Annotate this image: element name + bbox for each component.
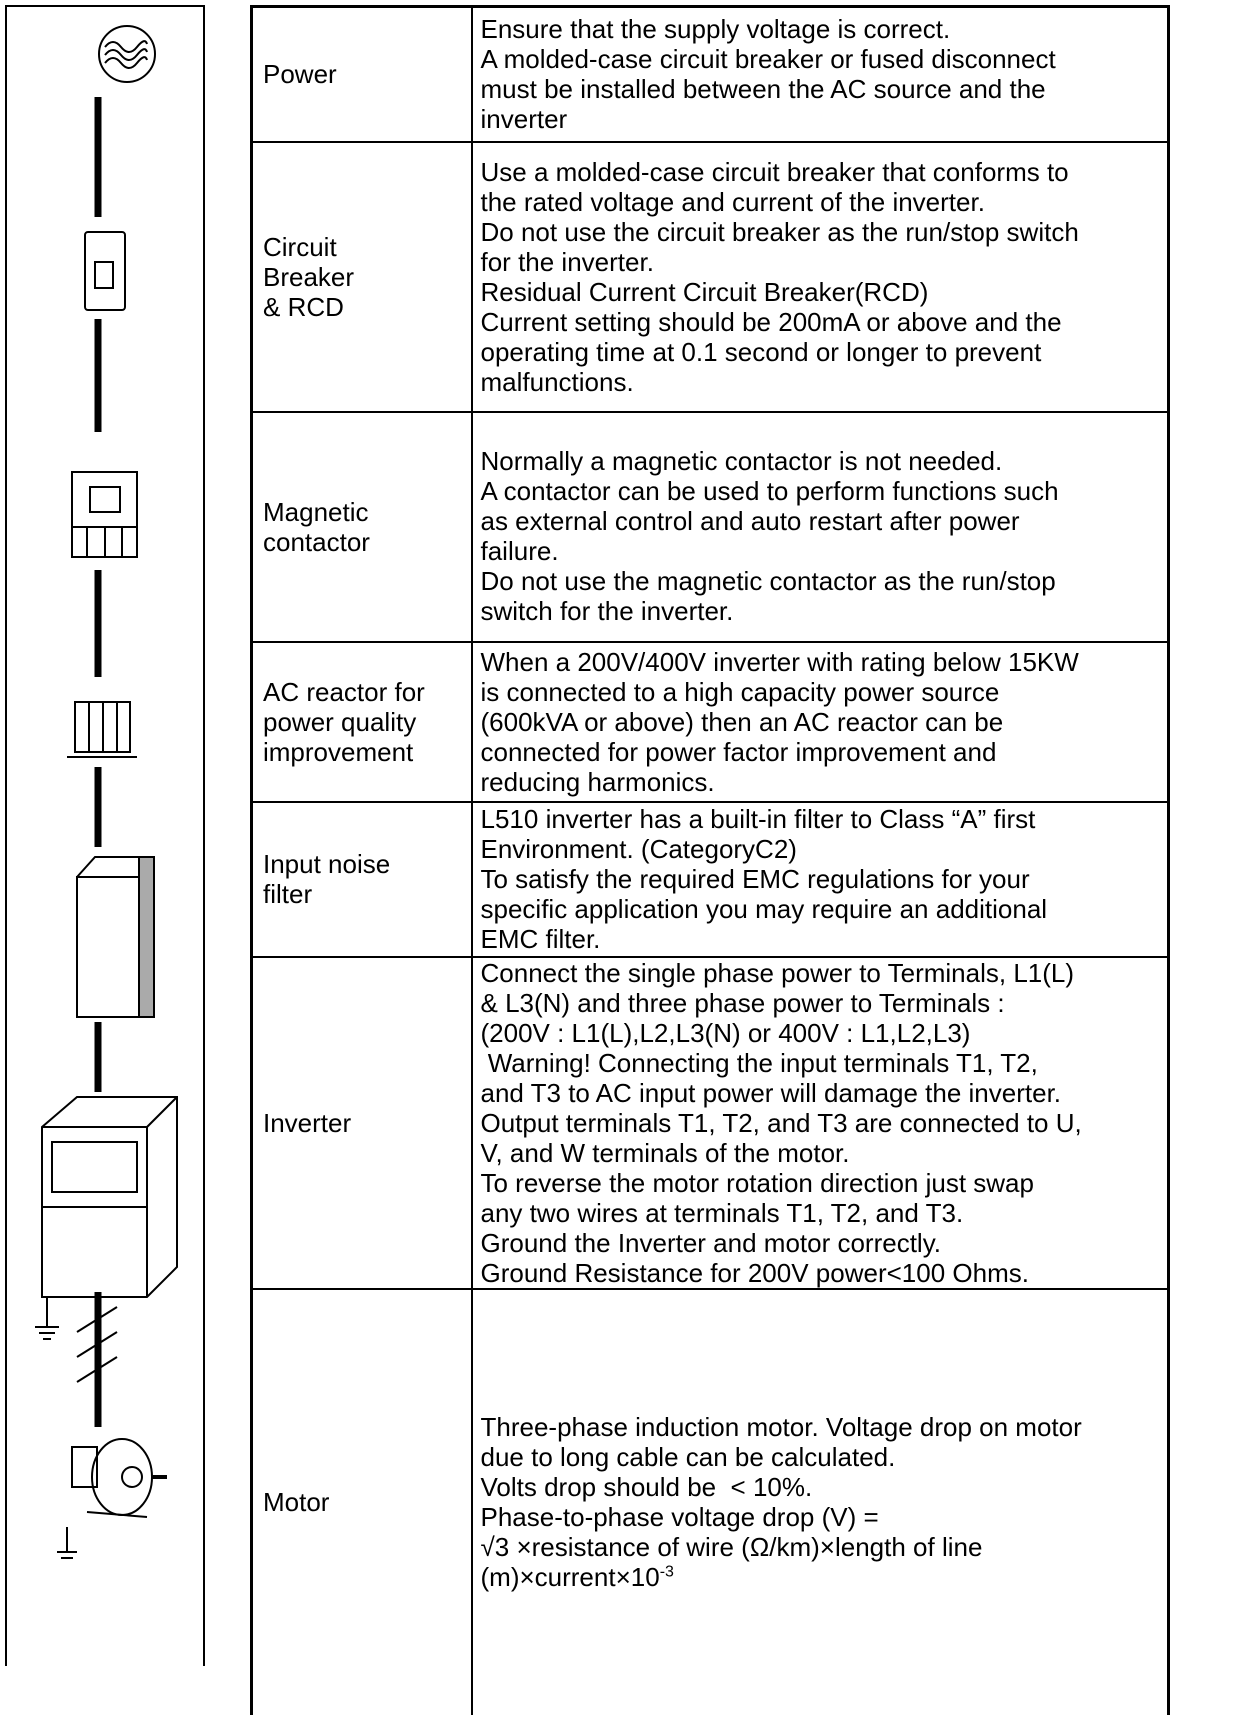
description-line: EMC filter. bbox=[480, 924, 601, 954]
item-cell: Inverter bbox=[250, 955, 473, 1290]
description-line: L510 inverter has a built-in filter to C… bbox=[480, 804, 1036, 834]
table-row: Input noise filter L510 inverter has a bui… bbox=[250, 800, 1170, 958]
description-line: must be installed between the AC source … bbox=[480, 74, 1046, 105]
description-line: failure. bbox=[480, 535, 559, 566]
reactor-icon bbox=[67, 701, 137, 758]
table-row: Circuit Breaker & RCD Use a molded-case cir… bbox=[250, 140, 1170, 413]
description-line: Warning! Connecting the input terminals … bbox=[480, 1047, 1038, 1078]
item-line: & RCD bbox=[263, 291, 344, 322]
item-line: Motor bbox=[263, 1487, 330, 1517]
ac-source-icon bbox=[98, 25, 156, 83]
breaker-icon bbox=[84, 231, 126, 311]
description-line: Do not use the magnetic contactor as the… bbox=[480, 565, 1056, 596]
description-line: reducing harmonics. bbox=[480, 766, 715, 797]
description-line: connected for power factor improvement a… bbox=[480, 736, 997, 767]
breaker-switch bbox=[94, 261, 114, 289]
three-phase-marks bbox=[76, 1306, 118, 1383]
description-cell: Three-phase induction motor. Voltage dro… bbox=[470, 1287, 1170, 1715]
item-line: Breaker bbox=[263, 261, 355, 292]
item-cell: AC reactor for power quality improvement bbox=[250, 640, 473, 803]
description-line: & L3(N) and three phase power to Termina… bbox=[480, 987, 1005, 1018]
description-line: Ground the Inverter and motor correctly. bbox=[480, 1227, 942, 1258]
exponent: -3 bbox=[659, 1563, 674, 1581]
description-line: V, and W terminals of the motor. bbox=[480, 1137, 850, 1168]
component-table: Power Ensure that the supply voltage is c… bbox=[250, 5, 1170, 1715]
description-line: and T3 to AC input power will damage the… bbox=[480, 1077, 1062, 1108]
description-line: specific application you may require an … bbox=[480, 894, 1048, 924]
table-row: Motor Three-phase induction motor. Voltag… bbox=[250, 1287, 1170, 1715]
description-line: To reverse the motor rotation direction … bbox=[480, 1167, 1034, 1198]
description-line: (200V : L1(L),L2,L3(N) or 400V : L1,L2,L… bbox=[480, 1017, 971, 1048]
item-line: Input noise bbox=[263, 849, 391, 879]
description-line: Phase-to-phase voltage drop (V) = bbox=[480, 1502, 879, 1532]
table-row: Power Ensure that the supply voltage is c… bbox=[250, 5, 1170, 143]
item-cell: Motor bbox=[250, 1287, 473, 1715]
description-line: Connect the single phase power to Termin… bbox=[480, 957, 1075, 988]
description-line: Do not use the circuit breaker as the ru… bbox=[480, 216, 1079, 247]
table-row: AC reactor for power quality improvement Wh… bbox=[250, 640, 1170, 803]
description-line: Environment. (CategoryC2) bbox=[480, 834, 797, 864]
description-cell: When a 200V/400V inverter with rating be… bbox=[470, 640, 1170, 803]
description-line: Ensure that the supply voltage is correc… bbox=[480, 14, 951, 45]
item-line: improvement bbox=[263, 736, 414, 767]
formula-text: (m)×current×10 bbox=[480, 1562, 660, 1592]
item-line: Power bbox=[263, 59, 337, 90]
ground-symbol bbox=[35, 1297, 59, 1340]
device-column bbox=[5, 5, 205, 1666]
description-line: Use a molded-case circuit breaker that c… bbox=[480, 156, 1069, 187]
page: {"table": {"rows": [ {"item": ["Power"],… bbox=[5, 5, 1170, 1715]
description-line: Residual Current Circuit Breaker(RCD) bbox=[480, 276, 929, 307]
item-line: filter bbox=[263, 879, 313, 909]
wiring-diagram bbox=[35, 25, 178, 1559]
description-line: malfunctions. bbox=[480, 366, 634, 397]
description-line: any two wires at terminals T1, T2, and T… bbox=[480, 1197, 964, 1228]
description-line: for the inverter. bbox=[480, 246, 654, 277]
description-line: To satisfy the required EMC regulations … bbox=[480, 864, 1030, 894]
item-line: AC reactor for bbox=[263, 676, 425, 707]
description-line: is connected to a high capacity power so… bbox=[480, 676, 1000, 707]
description-line: (m)×current×10-3 bbox=[481, 1562, 1164, 1592]
item-line: Inverter bbox=[263, 1107, 352, 1138]
description-line: due to long cable can be calculated. bbox=[480, 1442, 896, 1472]
description-cell: Use a molded-case circuit breaker that c… bbox=[470, 140, 1170, 413]
filter-icon bbox=[76, 856, 155, 1018]
item-cell: Magnetic contactor bbox=[250, 410, 473, 643]
description-cell: Ensure that the supply voltage is correc… bbox=[470, 5, 1170, 143]
motor-icon bbox=[57, 1438, 167, 1559]
item-line: Circuit bbox=[263, 231, 337, 262]
description-line: (600kVA or above) then an AC reactor can… bbox=[480, 706, 1004, 737]
description-line: When a 200V/400V inverter with rating be… bbox=[480, 646, 1079, 677]
table-row: Magnetic contactor Normally a magnetic con… bbox=[250, 410, 1170, 643]
description-line: Current setting should be 200mA or above… bbox=[480, 306, 1062, 337]
description-line: Three-phase induction motor. Voltage dro… bbox=[480, 1412, 1082, 1442]
item-line: Magnetic bbox=[263, 496, 369, 527]
description-line: operating time at 0.1 second or longer t… bbox=[480, 336, 1042, 367]
description-cell: Connect the single phase power to Termin… bbox=[470, 955, 1170, 1290]
description-line: √3 ×resistance of wire (Ω/km)×length of … bbox=[480, 1532, 983, 1562]
description-line: A molded-case circuit breaker or fused d… bbox=[480, 44, 1056, 75]
description-cell: Normally a magnetic contactor is not nee… bbox=[470, 410, 1170, 643]
item-cell: Power bbox=[250, 5, 473, 143]
description-line: Output terminals T1, T2, and T3 are conn… bbox=[480, 1107, 1082, 1138]
contactor-icon bbox=[71, 471, 138, 558]
item-cell: Circuit Breaker & RCD bbox=[250, 140, 473, 413]
item-line: contactor bbox=[263, 526, 370, 557]
table-row: Inverter Connect the single phase power t… bbox=[250, 955, 1170, 1290]
item-line: power quality bbox=[263, 706, 417, 737]
inverter-icon bbox=[41, 1096, 178, 1298]
description-line: as external control and auto restart aft… bbox=[480, 505, 1020, 536]
item-cell: Input noise filter bbox=[250, 800, 473, 958]
description-line: switch for the inverter. bbox=[480, 595, 734, 626]
description-cell: L510 inverter has a built-in filter to C… bbox=[470, 800, 1170, 958]
description-line: Ground Resistance for 200V power<100 Ohm… bbox=[480, 1257, 1029, 1288]
description-line: the rated voltage and current of the inv… bbox=[480, 186, 985, 217]
description-line: Volts drop should be < 10%. bbox=[480, 1472, 813, 1502]
description-line: Normally a magnetic contactor is not nee… bbox=[480, 445, 1003, 476]
table-body: Power Ensure that the supply voltage is c… bbox=[250, 5, 1170, 1715]
description-line: inverter bbox=[480, 104, 568, 135]
sine-waves bbox=[104, 40, 148, 69]
description-line: A contactor can be used to perform funct… bbox=[480, 475, 1059, 506]
